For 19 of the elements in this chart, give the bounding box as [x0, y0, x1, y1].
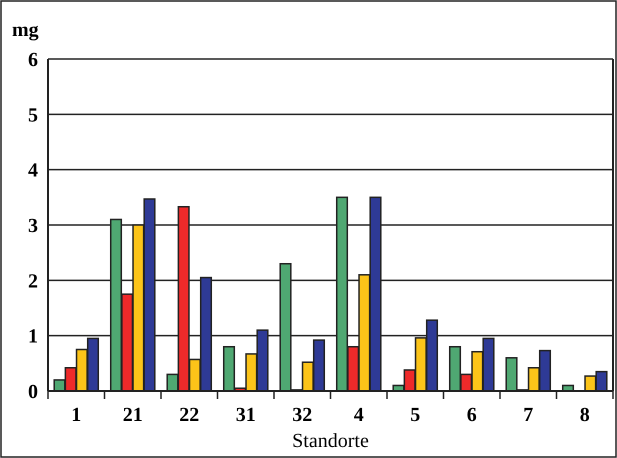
y-tick-label: 6 [28, 49, 38, 71]
x-tick-label: 8 [580, 404, 590, 426]
x-tick-label: 22 [179, 404, 200, 426]
x-tick-label: 5 [410, 404, 420, 426]
y-tick-label: 4 [28, 160, 38, 182]
x-tick-label: 21 [122, 404, 143, 426]
x-tick-label: 1 [71, 404, 82, 426]
y-tick-label: 1 [28, 326, 38, 348]
y-axis-title: mg [12, 19, 39, 41]
x-tick-label: 32 [292, 404, 312, 426]
y-tick-label: 3 [28, 215, 38, 237]
y-tick-label: 2 [28, 270, 38, 292]
y-tick-label: 5 [28, 104, 38, 126]
x-tick-label: 31 [236, 404, 256, 426]
x-axis-title: Standorte [292, 430, 369, 452]
x-tick-label: 7 [523, 404, 534, 426]
x-tick-label: 4 [354, 404, 364, 426]
x-tick-label: 6 [466, 404, 477, 426]
y-tick-label: 0 [28, 381, 38, 403]
